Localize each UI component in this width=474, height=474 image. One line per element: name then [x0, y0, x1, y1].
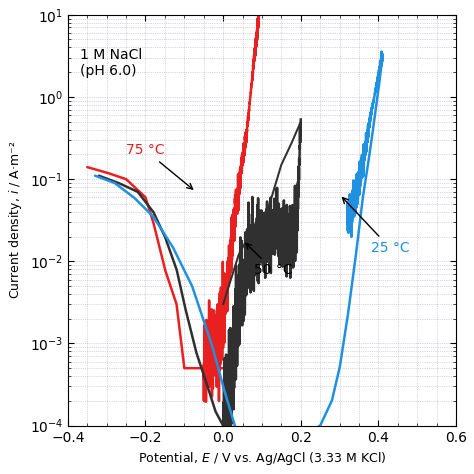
Text: 50 °C: 50 °C	[246, 243, 293, 277]
Y-axis label: Current density, $i$ / A·m⁻²: Current density, $i$ / A·m⁻²	[7, 141, 24, 300]
X-axis label: Potential, $E$ / V vs. Ag/AgCl (3.33 M KCl): Potential, $E$ / V vs. Ag/AgCl (3.33 M K…	[137, 450, 386, 467]
Text: 25 °C: 25 °C	[343, 198, 409, 255]
Text: 75 °C: 75 °C	[126, 143, 192, 189]
Text: 1 M NaCl
(pH 6.0): 1 M NaCl (pH 6.0)	[80, 47, 142, 78]
